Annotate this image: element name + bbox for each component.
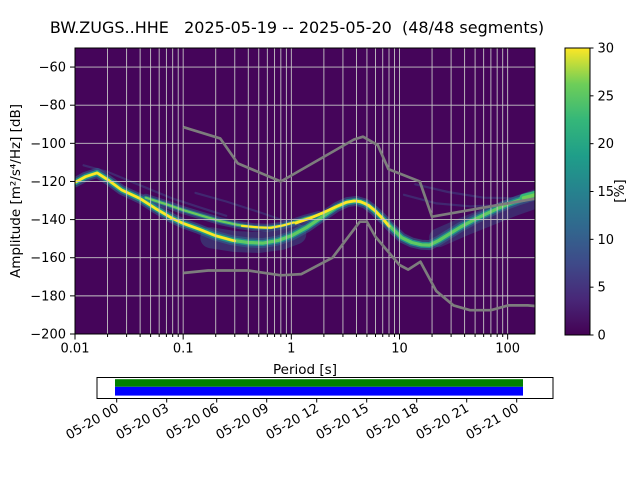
grid-lines <box>75 48 535 334</box>
density-band-right_blob <box>521 193 535 200</box>
y-tick-label: −80 <box>39 99 66 114</box>
y-axis-label: Amplitude [m²/s⁴/Hz] [dB] <box>8 104 24 278</box>
coverage-tick-label: 05-20 15 <box>314 401 372 443</box>
y-tick-label: −140 <box>30 213 66 228</box>
y-tick-label: −60 <box>39 61 66 76</box>
y-tick-label: −100 <box>30 137 66 152</box>
x-axis-ticks: 0.01 0.1 1 10 100 <box>61 334 520 357</box>
density-band-mode_upper <box>240 221 295 229</box>
coverage-tick-label: 05-20 06 <box>164 401 222 443</box>
density-band-mode_mid <box>294 199 391 228</box>
coverage-tick-label: 05-20 18 <box>364 401 422 443</box>
plot-title: BW.ZUGS..HHE 2025-05-19 -- 2025-05-20 (4… <box>50 18 544 37</box>
x-tick-label: 10 <box>391 342 408 357</box>
coverage-tick-label: 05-20 12 <box>264 401 322 443</box>
coverage-data-bar <box>115 386 523 396</box>
y-tick-label: −180 <box>30 289 66 304</box>
plot-area-background <box>75 48 535 334</box>
colorbar: 0 5 10 15 20 25 30 [%] <box>564 42 628 344</box>
coverage-tick-label: 05-20 21 <box>414 401 472 443</box>
x-tick-label: 0.01 <box>61 342 90 357</box>
axes-frame <box>74 47 536 335</box>
x-axis-label: Period [s] <box>273 362 337 378</box>
y-axis-ticks: −60 −80 −100 −120 −140 −160 −180 −200 <box>30 61 75 343</box>
colorbar-tick-label: 0 <box>598 329 606 344</box>
colorbar-ticks: 0 5 10 15 20 25 30 <box>590 42 614 344</box>
ppsd-density-layer <box>75 164 535 253</box>
density-band-mode_left <box>75 171 237 243</box>
colorbar-tick-label: 30 <box>598 42 615 57</box>
noise-model-nhnm <box>182 125 535 219</box>
coverage-tick-label: 05-20 09 <box>214 401 272 443</box>
colorbar-tick-label: 20 <box>598 137 615 152</box>
x-tick-label: 0.1 <box>173 342 194 357</box>
noise-model-nlnm <box>183 220 535 312</box>
y-tick-label: −120 <box>30 175 66 190</box>
noise-model-curves <box>182 125 535 312</box>
colorbar-gradient <box>565 48 590 335</box>
x-tick-label: 1 <box>287 342 295 357</box>
coverage-tick-label: 05-20 03 <box>114 401 172 443</box>
y-tick-label: −160 <box>30 251 66 266</box>
x-tick-label: 100 <box>495 342 520 357</box>
colorbar-tick-label: 25 <box>598 89 615 104</box>
colorbar-tick-label: 15 <box>598 185 615 200</box>
coverage-tick-label: 05-20 00 <box>64 401 122 443</box>
y-tick-label: −200 <box>30 328 66 343</box>
density-band-wisp1 <box>82 164 228 217</box>
coverage-quality-bar <box>115 379 523 387</box>
colorbar-tick-label: 10 <box>598 233 615 248</box>
coverage-tick-label: 05-21 00 <box>464 401 522 443</box>
colorbar-label: [%] <box>612 179 628 202</box>
colorbar-tick-label: 5 <box>598 281 606 296</box>
